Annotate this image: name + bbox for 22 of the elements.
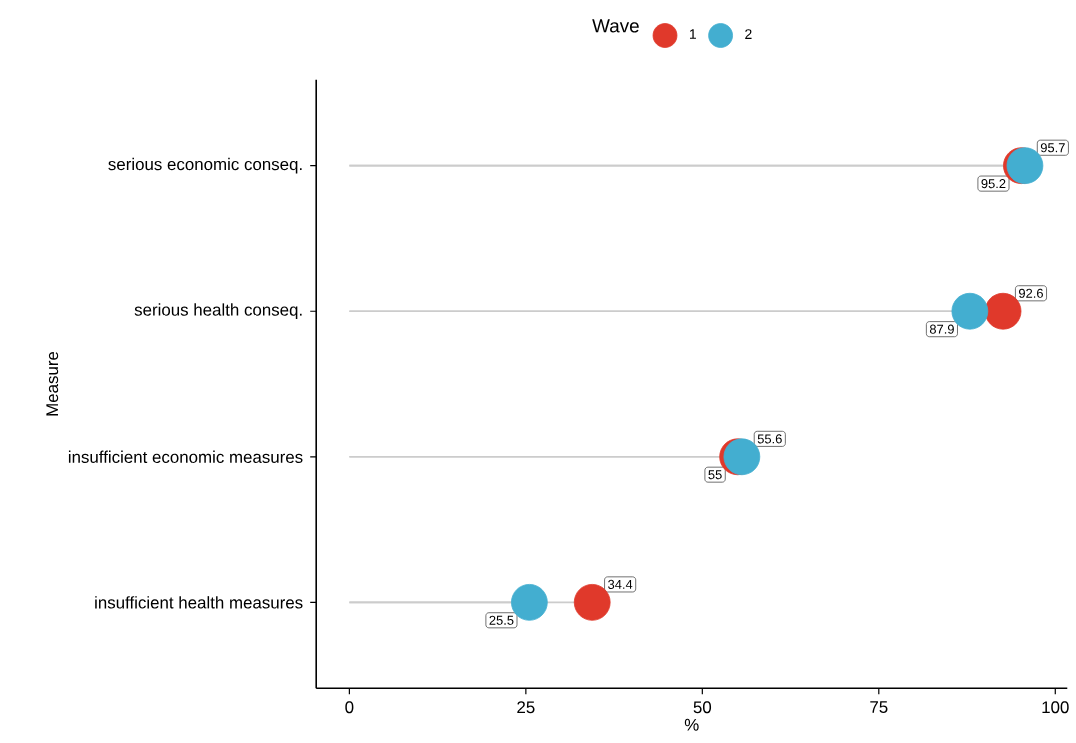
legend-label: 2: [745, 29, 752, 39]
data-label: 55: [708, 470, 722, 480]
data-label: 87.9: [929, 324, 954, 334]
y-tick-label: insufficient economic measures: [68, 450, 303, 463]
data-label: 92.6: [1019, 288, 1043, 298]
y-axis-title: Measure: [46, 351, 59, 416]
y-tick-label: serious economic conseq.: [108, 157, 302, 174]
data-label: 95.2: [981, 179, 1006, 189]
x-tick-label: 50: [693, 701, 712, 714]
x-tick-label: 75: [870, 701, 888, 713]
y-tick-label: serious health conseq.: [134, 303, 302, 320]
legend-title: Wave: [592, 19, 639, 33]
data-label: 34.4: [608, 579, 633, 589]
data-label: 95.7: [1040, 143, 1065, 153]
x-tick-label: 100: [1042, 701, 1069, 714]
y-tick-label: insufficient health measures: [95, 596, 303, 609]
x-tick-label: 25: [517, 701, 535, 714]
legend-label: 1: [689, 29, 696, 39]
data-label: 55.6: [757, 434, 782, 444]
data-label: 25.5: [489, 615, 514, 625]
x-axis-title: %: [684, 718, 699, 731]
x-tick-label: 0: [345, 701, 354, 714]
